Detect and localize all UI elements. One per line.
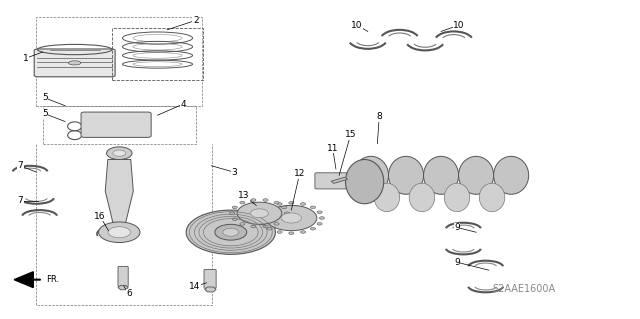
- Text: 10: 10: [453, 21, 465, 30]
- Polygon shape: [118, 286, 128, 290]
- Ellipse shape: [258, 217, 263, 219]
- Ellipse shape: [267, 206, 272, 209]
- Ellipse shape: [215, 224, 246, 240]
- Ellipse shape: [99, 222, 140, 242]
- Text: 14: 14: [189, 282, 200, 291]
- Ellipse shape: [113, 150, 125, 156]
- Text: 6: 6: [126, 289, 132, 298]
- Text: FR.: FR.: [46, 275, 59, 284]
- Ellipse shape: [186, 210, 275, 254]
- Ellipse shape: [310, 206, 316, 209]
- Ellipse shape: [260, 211, 266, 213]
- Ellipse shape: [317, 223, 322, 225]
- Ellipse shape: [108, 227, 131, 238]
- Ellipse shape: [444, 183, 470, 212]
- Ellipse shape: [479, 183, 505, 212]
- Text: 13: 13: [238, 191, 250, 200]
- Ellipse shape: [346, 160, 384, 204]
- Text: 10: 10: [351, 21, 363, 30]
- FancyBboxPatch shape: [118, 266, 128, 286]
- Text: 7: 7: [18, 161, 24, 170]
- FancyBboxPatch shape: [204, 270, 216, 288]
- Ellipse shape: [267, 227, 272, 230]
- Ellipse shape: [374, 183, 399, 212]
- Ellipse shape: [409, 183, 435, 212]
- Text: 9: 9: [454, 258, 460, 267]
- Ellipse shape: [289, 202, 294, 204]
- Text: 5: 5: [42, 109, 47, 118]
- Text: 2: 2: [193, 16, 198, 25]
- Ellipse shape: [317, 211, 322, 213]
- FancyBboxPatch shape: [332, 177, 348, 183]
- Text: 1: 1: [23, 54, 28, 63]
- Ellipse shape: [493, 156, 529, 194]
- Ellipse shape: [282, 218, 287, 220]
- Text: 5: 5: [42, 93, 47, 102]
- Ellipse shape: [282, 206, 287, 209]
- Polygon shape: [14, 272, 33, 287]
- Ellipse shape: [240, 223, 245, 225]
- Text: 16: 16: [95, 212, 106, 221]
- Text: 11: 11: [327, 144, 339, 153]
- Ellipse shape: [260, 223, 266, 225]
- Ellipse shape: [274, 223, 279, 225]
- Text: 4: 4: [180, 100, 186, 109]
- FancyBboxPatch shape: [34, 49, 115, 77]
- Ellipse shape: [251, 225, 256, 228]
- Ellipse shape: [232, 218, 237, 220]
- Ellipse shape: [353, 156, 388, 194]
- Text: 8: 8: [376, 112, 382, 121]
- Ellipse shape: [237, 202, 282, 224]
- Ellipse shape: [459, 156, 493, 194]
- Ellipse shape: [251, 199, 256, 201]
- Ellipse shape: [266, 205, 317, 231]
- Ellipse shape: [263, 225, 268, 228]
- Text: 12: 12: [294, 169, 305, 178]
- Ellipse shape: [388, 156, 424, 194]
- Ellipse shape: [301, 231, 305, 233]
- Ellipse shape: [223, 228, 239, 236]
- Ellipse shape: [319, 217, 324, 219]
- Ellipse shape: [284, 212, 289, 214]
- Polygon shape: [105, 160, 133, 223]
- Ellipse shape: [106, 147, 132, 160]
- Ellipse shape: [240, 201, 245, 204]
- Text: S2AAE1600A: S2AAE1600A: [492, 284, 556, 294]
- Ellipse shape: [250, 209, 268, 218]
- FancyBboxPatch shape: [315, 173, 367, 189]
- Text: 7: 7: [18, 196, 24, 205]
- Ellipse shape: [277, 203, 282, 205]
- Ellipse shape: [230, 212, 235, 214]
- Polygon shape: [205, 287, 216, 292]
- Ellipse shape: [274, 201, 279, 204]
- Ellipse shape: [310, 227, 316, 230]
- Ellipse shape: [263, 199, 268, 201]
- Ellipse shape: [424, 156, 459, 194]
- Text: 15: 15: [345, 130, 356, 139]
- Ellipse shape: [68, 61, 81, 65]
- Ellipse shape: [281, 213, 301, 223]
- Ellipse shape: [289, 232, 294, 234]
- Text: 9: 9: [454, 223, 460, 232]
- Text: 3: 3: [231, 168, 237, 177]
- FancyBboxPatch shape: [81, 112, 151, 137]
- Ellipse shape: [277, 231, 282, 233]
- Ellipse shape: [232, 206, 237, 209]
- Ellipse shape: [301, 203, 305, 205]
